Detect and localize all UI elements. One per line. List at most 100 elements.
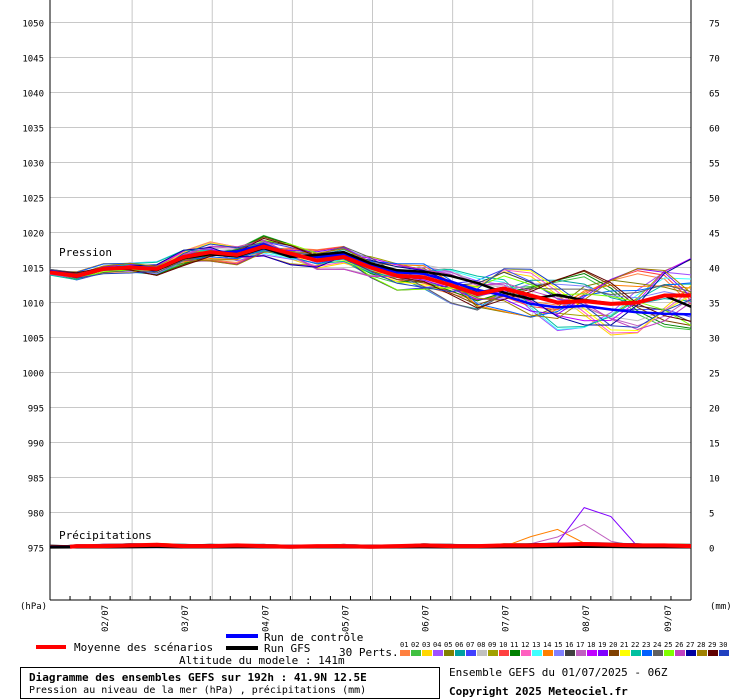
pert-legend-swatch xyxy=(477,650,487,656)
pert-legend-swatch xyxy=(400,650,410,656)
mean-precip-line xyxy=(69,541,692,549)
footer-title: Diagramme des ensembles GEFS sur 192h : … xyxy=(29,671,367,684)
pert-legend-number: 01 xyxy=(400,641,408,649)
pert-legend-number: 17 xyxy=(576,641,584,649)
legend-gfs-label: Run GFS xyxy=(264,642,310,655)
pressure-tick-label: 1030 xyxy=(22,160,44,170)
pert-legend-number: 11 xyxy=(510,641,518,649)
pert-legend-swatch xyxy=(686,650,696,656)
pressure-tick-label: 975 xyxy=(28,545,44,555)
x-tick-label: 06/07 xyxy=(422,605,432,632)
pert-legend-swatch xyxy=(708,650,718,656)
axis-ticks: 975 0 980 5 985 10 990 15 995 20 1000 25 1005 30 1010 3… xyxy=(22,20,720,633)
pressure-tick-label: 995 xyxy=(28,405,44,415)
pert-legend-number: 29 xyxy=(708,641,716,649)
precip-tick-label: 35 xyxy=(709,300,720,310)
pert-legend-number: 18 xyxy=(587,641,595,649)
x-tick-label: 02/07 xyxy=(101,605,111,632)
pert-legend-number: 28 xyxy=(697,641,705,649)
pert-legend-swatch xyxy=(532,650,542,656)
pert-legend-swatch xyxy=(433,650,443,656)
pert-legend-number: 02 xyxy=(411,641,419,649)
pert-legend-number: 03 xyxy=(422,641,430,649)
pert-legend-swatch xyxy=(510,650,520,656)
pressure-tick-label: 1035 xyxy=(22,125,44,135)
x-tick-label: 08/07 xyxy=(582,605,592,632)
legend-mean-label: Moyenne des scénarios xyxy=(74,641,213,654)
precip-tick-label: 50 xyxy=(709,195,720,205)
precip-tick-label: 45 xyxy=(709,230,720,240)
pert-legend-swatch xyxy=(587,650,597,656)
pert-legend-number: 07 xyxy=(466,641,474,649)
pressure-annotation: Pression xyxy=(59,246,112,259)
pert-legend-swatch xyxy=(422,650,432,656)
pressure-unit-label: (hPa) xyxy=(20,602,47,612)
pert-legend-swatch xyxy=(576,650,586,656)
pert-legend-number: 04 xyxy=(433,641,441,649)
pressure-tick-label: 985 xyxy=(28,475,44,485)
pert-legend-swatch xyxy=(521,650,531,656)
pressure-tick-label: 990 xyxy=(28,440,44,450)
pert-legend-swatch xyxy=(620,650,630,656)
altitude-label: Altitude du modele : 141m xyxy=(179,654,345,667)
precip-tick-label: 40 xyxy=(709,265,720,275)
precip-tick-label: 20 xyxy=(709,405,720,415)
pert-legend-number: 14 xyxy=(543,641,551,649)
x-tick-label: 05/07 xyxy=(341,605,351,632)
pert-legend-number: 09 xyxy=(488,641,496,649)
legend-control-label: Run de contrôle xyxy=(264,631,363,644)
member-pressure-line xyxy=(49,249,692,328)
pert-legend-number: 08 xyxy=(477,641,485,649)
pressure-tick-label: 1045 xyxy=(22,55,44,65)
x-tick-label: 04/07 xyxy=(261,605,271,632)
precip-tick-label: 30 xyxy=(709,335,720,345)
pert-legend-swatch xyxy=(499,650,509,656)
pert-legend-number: 22 xyxy=(631,641,639,649)
pert-legend-number: 13 xyxy=(532,641,540,649)
pert-legend-number: 24 xyxy=(653,641,661,649)
footer-title-box: Diagramme des ensembles GEFS sur 192h : … xyxy=(20,667,440,699)
pert-legend-number: 12 xyxy=(521,641,529,649)
precip-tick-label: 55 xyxy=(709,160,720,170)
chart-grid xyxy=(50,0,691,600)
pert-legend-number: 16 xyxy=(565,641,573,649)
precip-tick-label: 0 xyxy=(709,545,714,555)
pert-legend-number: 05 xyxy=(444,641,452,649)
pressure-tick-label: 1020 xyxy=(22,230,44,240)
pert-legend-swatch xyxy=(675,650,685,656)
mean-pressure-line xyxy=(49,244,691,306)
pert-legend-swatch xyxy=(719,650,729,656)
pert-legend-swatch xyxy=(444,650,454,656)
legend-perturbations-label: 30 Perts. xyxy=(339,646,399,659)
pressure-tick-label: 1025 xyxy=(22,195,44,205)
precip-tick-label: 60 xyxy=(709,125,720,135)
pert-legend-number: 21 xyxy=(620,641,628,649)
pressure-tick-label: 1010 xyxy=(22,300,44,310)
member-pressure-line xyxy=(49,246,692,311)
member-pressure-line xyxy=(49,246,692,311)
pert-legend-swatch xyxy=(543,650,553,656)
pressure-tick-label: 1040 xyxy=(22,90,44,100)
pert-legend-swatch xyxy=(598,650,608,656)
pert-legend-number: 20 xyxy=(609,641,617,649)
precip-tick-label: 65 xyxy=(709,90,720,100)
precip-tick-label: 10 xyxy=(709,475,720,485)
pert-legend-number: 26 xyxy=(675,641,683,649)
x-tick-label: 07/07 xyxy=(502,605,512,632)
precip-tick-label: 25 xyxy=(709,370,720,380)
pert-legend-number: 19 xyxy=(598,641,606,649)
precip-tick-label: 15 xyxy=(709,440,720,450)
pert-legend-number: 15 xyxy=(554,641,562,649)
precip-tick-label: 5 xyxy=(709,510,714,520)
pert-legend-number: 25 xyxy=(664,641,672,649)
precip-annotation: Précipitations xyxy=(59,529,152,542)
pert-legend-swatch xyxy=(565,650,575,656)
precip-unit-label: (mm) xyxy=(710,602,732,612)
perturbation-legend: 01 02 03 04 05 06 07 08 09 10 11 12 13 14 15 16 17 18 19 20… xyxy=(400,641,729,656)
pert-legend-swatch xyxy=(554,650,564,656)
x-tick-label: 09/07 xyxy=(664,605,674,632)
pert-legend-swatch xyxy=(697,650,707,656)
main-series xyxy=(49,243,692,549)
